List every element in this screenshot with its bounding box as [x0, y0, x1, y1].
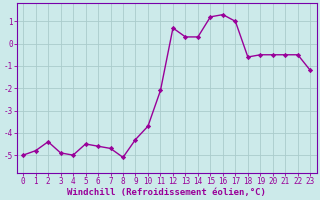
X-axis label: Windchill (Refroidissement éolien,°C): Windchill (Refroidissement éolien,°C) — [67, 188, 266, 197]
